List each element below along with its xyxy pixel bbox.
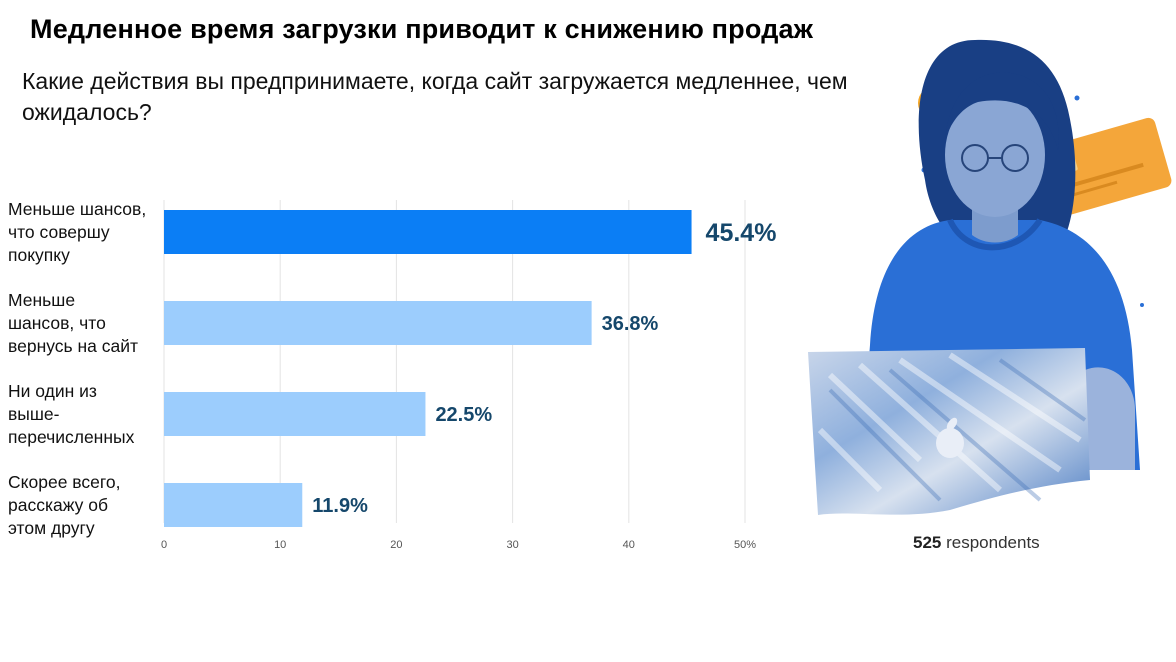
- category-label-line: перечисленных: [8, 426, 135, 447]
- category-label: Скорее всего, расскажу об этом другу: [8, 471, 158, 540]
- credit-card-icon: [1044, 117, 1172, 216]
- chart-svg: 0 10 20 30 40 50% 45.4% 36.8% 22.5% 11.9%: [161, 200, 777, 551]
- x-tick-label: 30: [506, 539, 518, 551]
- category-label-line: шансов, что: [8, 312, 106, 333]
- bar-value-label: 36.8%: [602, 313, 659, 335]
- bar-value-label: 11.9%: [312, 495, 368, 517]
- x-tick-label: 0: [161, 539, 167, 551]
- survey-question: Какие действия вы предпринимаете, когда …: [22, 68, 848, 125]
- category-label-line: расскажу об: [8, 494, 109, 515]
- x-tick-label: 40: [623, 539, 635, 551]
- respondents-label: respondents: [946, 533, 1040, 552]
- category-label-line: этом другу: [8, 517, 95, 538]
- category-label-line: вернусь на сайт: [8, 335, 139, 356]
- category-label-line: покупку: [8, 244, 70, 265]
- category-label-line: Меньше: [8, 289, 76, 310]
- bar-value-label: 45.4%: [706, 219, 777, 247]
- respondents-note: 525 respondents: [913, 533, 1040, 553]
- category-label-line: что совершу: [8, 221, 110, 242]
- bar: [164, 301, 592, 345]
- category-label-line: Скорее всего,: [8, 471, 121, 492]
- category-label: Меньше шансов, что совершу покупку: [8, 198, 158, 267]
- apple-logo-icon: [936, 417, 964, 458]
- bar-value-label: 22.5%: [435, 404, 492, 426]
- category-label: Меньше шансов, что вернусь на сайт: [8, 289, 158, 358]
- bar: [164, 392, 426, 436]
- bar: [164, 483, 303, 527]
- bar: [164, 210, 692, 254]
- page-title: Медленное время загрузки приводит к сниж…: [30, 14, 814, 44]
- x-tick-label: 50%: [734, 539, 756, 551]
- respondents-count: 525: [913, 533, 942, 552]
- x-tick-label: 20: [390, 539, 402, 551]
- category-label-line: Ни один из: [8, 380, 97, 401]
- category-label-line: выше-: [8, 403, 60, 424]
- category-label-line: Меньше шансов,: [8, 198, 147, 219]
- woman-with-laptop-illustration: [808, 39, 1172, 515]
- bar-chart: 0 10 20 30 40 50% 45.4% 36.8% 22.5% 11.9% Меньше …: [0, 190, 820, 570]
- x-tick-label: 10: [274, 539, 286, 551]
- category-label: Ни один из выше-перечисленных: [8, 380, 158, 449]
